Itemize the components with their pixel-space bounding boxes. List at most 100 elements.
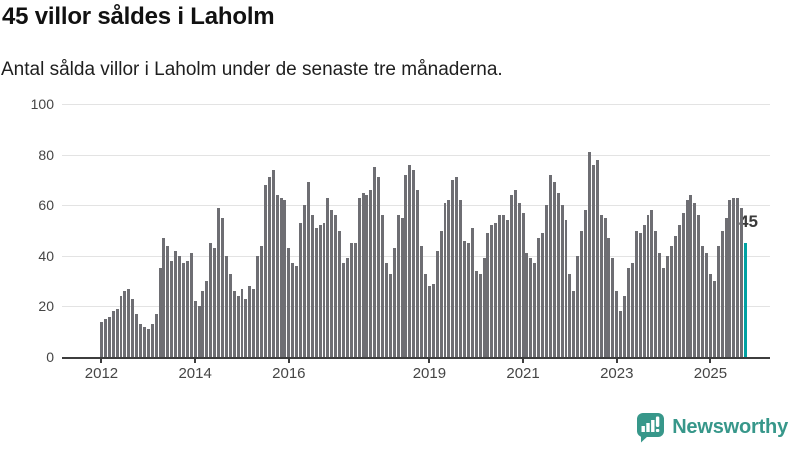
bar (572, 291, 576, 357)
bar (334, 215, 338, 357)
bar (658, 253, 662, 357)
bar (365, 195, 369, 357)
bar (486, 233, 490, 357)
bar (416, 190, 420, 357)
x-axis-tick-label: 2016 (272, 365, 306, 382)
bar (587, 152, 591, 357)
bar (728, 200, 732, 357)
x-axis-tick-label: 2012 (84, 365, 119, 382)
bar (232, 291, 236, 357)
bar (642, 225, 646, 357)
bar (392, 248, 396, 357)
bar (135, 314, 139, 357)
highlighted-bar (744, 243, 748, 357)
bar (705, 253, 709, 357)
x-axis-tick (522, 358, 525, 363)
bar (513, 190, 517, 357)
y-axis-tick-label: 100 (30, 96, 54, 112)
bar (185, 261, 189, 357)
bar (654, 231, 658, 357)
bar (127, 289, 131, 357)
gridline (62, 104, 770, 105)
bar (591, 165, 595, 357)
bar (142, 327, 146, 357)
bar (369, 190, 373, 357)
bar (474, 271, 478, 357)
bar (576, 256, 580, 357)
bar (377, 177, 381, 357)
bar (326, 198, 330, 357)
bar (712, 281, 716, 357)
bar (482, 258, 486, 357)
bar (420, 246, 424, 357)
bar (330, 210, 334, 357)
x-axis-tick (287, 358, 290, 363)
bar (685, 200, 689, 357)
bar (342, 263, 345, 357)
x-axis-line (62, 357, 770, 359)
x-axis-tick (615, 358, 618, 363)
bar (154, 314, 158, 357)
bar (431, 284, 435, 357)
bar (459, 200, 463, 357)
bar (732, 198, 736, 357)
bar (103, 319, 107, 357)
bar (498, 215, 502, 357)
x-axis-tick (709, 358, 712, 363)
bar (267, 177, 271, 357)
bar (595, 160, 599, 357)
bar (181, 263, 185, 357)
y-axis-tick-label: 80 (38, 146, 54, 163)
bar (564, 220, 568, 357)
bar (396, 215, 400, 357)
bar (213, 248, 217, 357)
bar (662, 268, 666, 357)
bar (107, 317, 111, 357)
bar (533, 263, 537, 357)
bar (205, 281, 209, 357)
bar (322, 223, 326, 357)
y-axis-tick-label: 0 (46, 349, 54, 365)
bar (349, 243, 353, 357)
x-axis-tick (194, 358, 197, 363)
bar (521, 213, 525, 357)
bar (693, 203, 697, 357)
bar (217, 208, 221, 357)
bar (345, 258, 349, 357)
bar (673, 236, 677, 357)
bar (568, 274, 572, 357)
bar (252, 289, 256, 357)
bar (490, 225, 494, 357)
bar (306, 182, 310, 357)
bar (123, 291, 127, 357)
bar (248, 286, 252, 357)
x-axis-tick-label: 2019 (412, 365, 447, 382)
bar (189, 253, 193, 357)
bar (162, 238, 166, 357)
bar (580, 231, 584, 357)
newsworthy-logo[interactable]: Newsworthy (636, 412, 788, 443)
bar (525, 253, 529, 357)
bar (174, 251, 178, 357)
bar (295, 266, 299, 357)
bar (119, 296, 123, 357)
bar (630, 263, 634, 357)
bar (650, 210, 654, 357)
bar (263, 185, 267, 357)
bar (720, 231, 724, 357)
bar (361, 193, 365, 357)
bar (701, 246, 705, 357)
y-axis-tick-label: 60 (38, 197, 54, 214)
x-axis-tick (428, 358, 431, 363)
bar (646, 215, 650, 357)
bar (666, 256, 669, 357)
gridline (62, 255, 770, 257)
bar (404, 175, 408, 357)
bar (439, 231, 443, 357)
bar (384, 263, 388, 357)
gridline (62, 154, 770, 156)
bar (443, 203, 447, 357)
bar (240, 289, 244, 357)
bar (603, 218, 607, 357)
